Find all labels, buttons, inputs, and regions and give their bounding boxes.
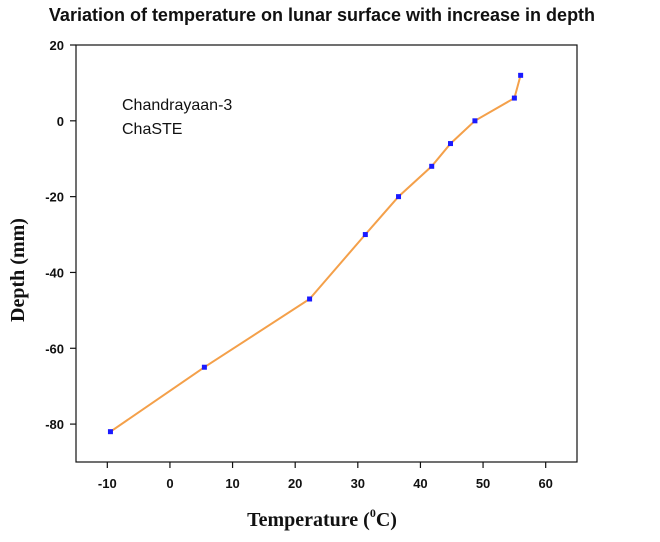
chart-title: Variation of temperature on lunar surfac… [49,5,595,25]
annotation-instrument: ChaSTE [122,121,182,138]
y-tick-label: -20 [45,190,64,205]
data-point [396,194,402,200]
series-line [109,75,522,433]
plot-area [75,44,578,463]
x-tick-label: 40 [413,476,427,491]
data-point [511,95,517,101]
y-tick-label: 0 [57,114,64,129]
x-axis-title: Temperature (0C) [247,506,397,531]
x-axis-ticks: -10 0 10 20 30 40 50 60 [98,462,553,491]
data-point [472,118,478,124]
y-axis-title: Depth (mm) [7,218,29,322]
y-tick-label: -40 [45,265,64,280]
data-point [307,296,313,302]
x-tick-label: 10 [225,476,239,491]
series-markers [107,72,524,435]
y-axis-ticks: 20 0 -20 -40 -60 -80 [45,38,76,432]
y-tick-label: -80 [45,417,64,432]
data-point [429,163,435,169]
x-tick-label: 50 [476,476,490,491]
x-tick-label: 60 [538,476,552,491]
x-axis-title-degree: 0 [370,506,376,520]
data-point [362,232,368,238]
x-axis-title-main: Temperature ( [247,509,370,531]
x-tick-label: -10 [98,476,117,491]
data-point [518,72,524,78]
x-axis-title-unit: C) [376,509,397,531]
x-tick-label: 30 [351,476,365,491]
annotation-mission: Chandrayaan-3 [122,97,232,114]
data-point [447,141,453,147]
y-tick-label: 20 [50,38,64,53]
x-tick-label: 20 [288,476,302,491]
y-tick-label: -60 [45,341,64,356]
data-point [201,364,207,370]
x-tick-label: 0 [166,476,173,491]
data-point [107,429,113,435]
